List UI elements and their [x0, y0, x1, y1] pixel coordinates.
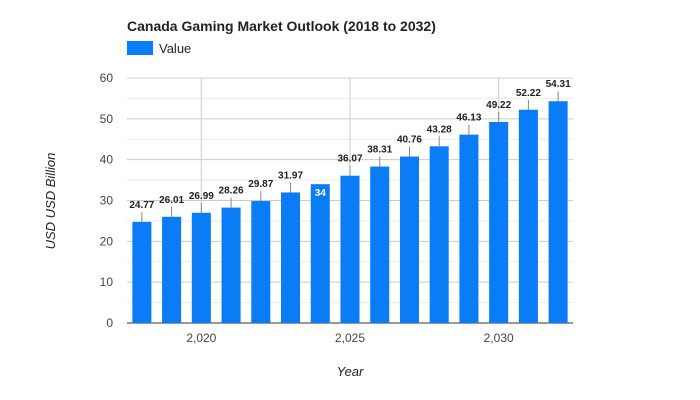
legend-swatch: [127, 41, 153, 55]
data-label: 34: [315, 188, 327, 199]
y-axis-title: USD USD Billion: [43, 153, 58, 250]
legend: Value: [127, 41, 191, 56]
bar: [281, 192, 301, 323]
data-label: 46.13: [456, 113, 481, 124]
bar: [489, 122, 509, 323]
bar: [459, 134, 479, 323]
bar: [399, 156, 419, 323]
y-tick-label: 20: [100, 234, 114, 248]
y-axis-ticks: 0 10 20 30 40 50 60: [100, 71, 114, 330]
x-tick-label: 2,025: [335, 331, 365, 345]
x-axis-title: Year: [337, 364, 364, 379]
x-tick-label: 2,020: [186, 331, 216, 345]
bar: [221, 207, 241, 323]
bar: [162, 216, 182, 323]
bar: [429, 146, 449, 323]
data-label: 54.31: [546, 79, 571, 90]
bar: [370, 166, 390, 323]
data-label: 36.07: [337, 154, 362, 165]
bar: [340, 175, 360, 323]
chart-title: Canada Gaming Market Outlook (2018 to 20…: [127, 18, 436, 34]
y-tick-label: 0: [106, 316, 113, 330]
y-tick-label: 50: [100, 112, 114, 126]
x-tick-label: 2,030: [484, 331, 514, 345]
bar: [132, 221, 152, 323]
data-labels: 24.77 26.01 26.99 28.26 29.87 31.97 34 36.07 38.…: [129, 79, 571, 222]
y-tick-label: 40: [100, 153, 114, 167]
data-label: 31.97: [278, 170, 303, 181]
data-label: 24.77: [129, 200, 154, 211]
legend-label: Value: [159, 41, 191, 56]
data-label: 28.26: [219, 186, 244, 197]
bars: [132, 101, 568, 324]
bar: [251, 201, 271, 323]
data-label: 38.31: [367, 145, 392, 156]
data-label: 43.28: [427, 124, 452, 135]
data-label: 52.22: [516, 88, 541, 99]
bar: [548, 101, 568, 324]
bar: [191, 212, 211, 323]
bar: [310, 184, 330, 323]
data-label: 26.01: [159, 195, 184, 206]
data-label: 26.99: [189, 191, 214, 202]
data-label: 29.87: [248, 179, 273, 190]
y-tick-label: 10: [100, 275, 114, 289]
data-label: 49.22: [486, 100, 511, 111]
y-tick-label: 30: [100, 194, 114, 208]
y-tick-label: 60: [100, 71, 114, 85]
data-label: 40.76: [397, 135, 422, 146]
x-axis-ticks: 2,020 2,025 2,030: [186, 331, 514, 345]
bar: [518, 109, 538, 323]
